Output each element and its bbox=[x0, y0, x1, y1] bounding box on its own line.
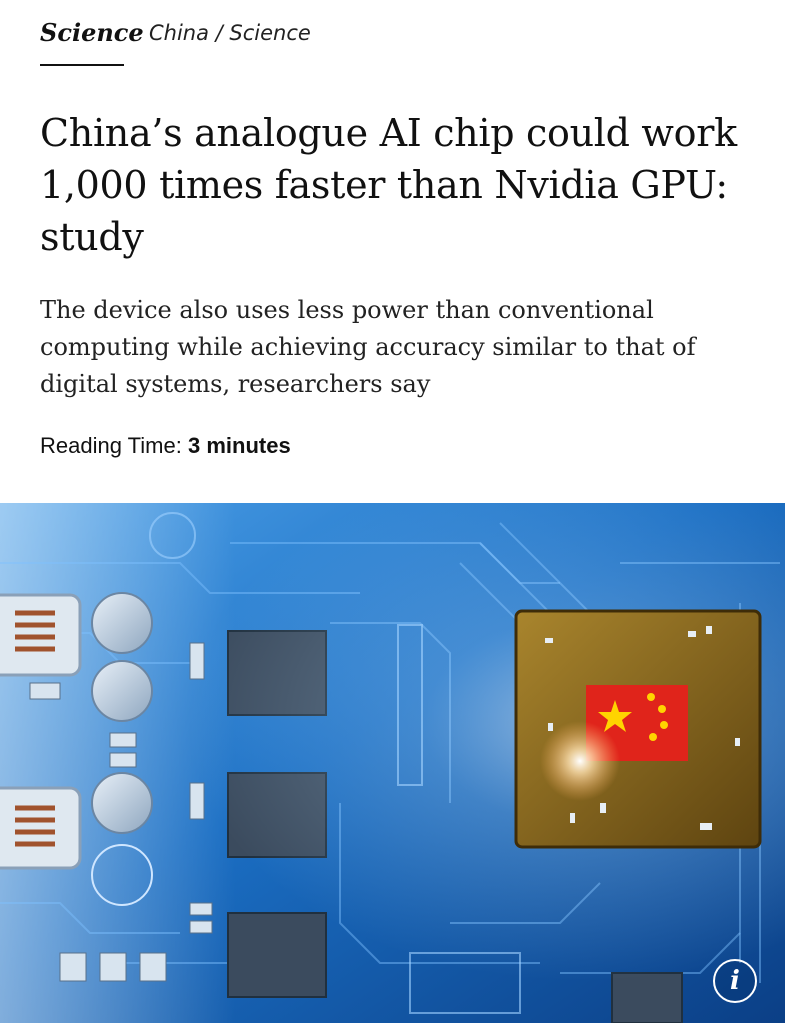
article-subheadline: The device also uses less power than con… bbox=[40, 296, 696, 398]
article-headline: China’s analogue AI chip could work 1,00… bbox=[40, 111, 737, 259]
info-icon[interactable]: i bbox=[713, 959, 757, 1003]
hero-image: i bbox=[0, 503, 785, 1023]
breadcrumb-china-science[interactable]: China / Science bbox=[149, 21, 311, 45]
circuit-board-illustration bbox=[0, 503, 785, 1023]
reading-time-label: Reading Time: bbox=[40, 433, 182, 458]
tab-science[interactable]: Science bbox=[40, 18, 144, 66]
info-glyph: i bbox=[730, 966, 740, 996]
section-nav: Science China / Science bbox=[40, 18, 760, 68]
reading-time-value: 3 minutes bbox=[187, 433, 291, 458]
reading-time: Reading Time: 3 minutes bbox=[40, 433, 291, 459]
